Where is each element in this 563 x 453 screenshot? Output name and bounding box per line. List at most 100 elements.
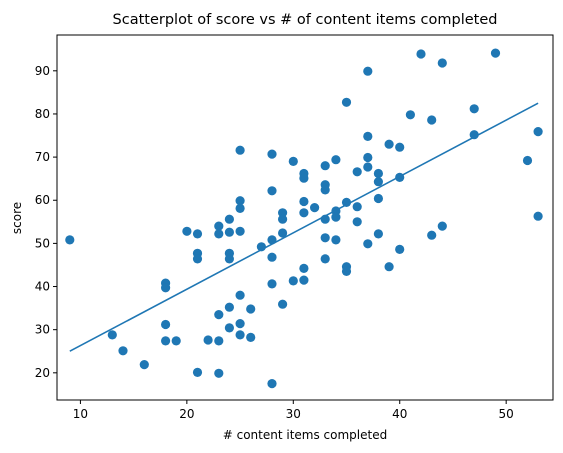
data-point [373, 193, 383, 204]
data-point [278, 299, 288, 309]
data-point [533, 211, 543, 221]
data-point [214, 310, 224, 320]
y-tick-label: 70 [35, 150, 50, 164]
regression-line [69, 102, 539, 352]
data-point [437, 58, 447, 68]
y-axis-label: score [10, 202, 24, 234]
data-point [267, 149, 277, 159]
data-point [341, 97, 352, 107]
data-point [405, 110, 415, 120]
data-point [235, 319, 245, 329]
y-tick-label: 50 [35, 236, 50, 250]
y-tick-label: 30 [35, 323, 50, 337]
data-point [235, 290, 245, 300]
y-tick-label: 60 [35, 193, 50, 207]
y-axis-ticks: 20 30 40 50 60 70 80 90 [35, 64, 57, 380]
data-point [331, 235, 341, 245]
data-point [416, 49, 426, 59]
data-point [267, 252, 277, 262]
data-point [522, 155, 533, 166]
data-point [224, 214, 234, 224]
x-axis-ticks: 10 20 30 40 50 [73, 400, 514, 421]
y-tick-label: 90 [35, 64, 50, 78]
data-point [320, 233, 330, 243]
data-point [267, 235, 277, 245]
data-point [107, 330, 117, 340]
data-point [427, 115, 437, 125]
data-point [65, 235, 75, 245]
data-point [352, 202, 362, 212]
data-point [182, 226, 192, 236]
data-point [320, 254, 330, 264]
data-point [363, 162, 373, 172]
data-point [320, 161, 330, 171]
data-point [299, 196, 309, 207]
data-point [363, 152, 373, 163]
data-point [363, 66, 373, 76]
data-point [373, 229, 383, 239]
x-tick-label: 10 [73, 407, 88, 421]
x-tick-label: 20 [179, 407, 194, 421]
data-point [246, 304, 256, 314]
data-point [331, 212, 341, 222]
data-point [256, 242, 266, 252]
x-tick-label: 40 [392, 407, 407, 421]
x-tick-label: 30 [286, 407, 301, 421]
data-point [235, 203, 245, 213]
plot-area-frame [56, 34, 554, 401]
points-layer [65, 48, 543, 389]
data-point [235, 145, 245, 155]
data-point [341, 266, 352, 276]
data-point [395, 244, 405, 254]
data-point [192, 229, 203, 239]
data-point [310, 203, 320, 213]
data-point [469, 130, 479, 140]
data-point [278, 208, 288, 218]
x-axis-label: # content items completed [223, 428, 387, 442]
data-point [469, 104, 479, 114]
data-point [224, 323, 234, 333]
data-point [214, 336, 224, 346]
data-point [427, 230, 437, 240]
data-point [267, 279, 277, 289]
data-point [118, 346, 128, 356]
data-point [395, 172, 405, 182]
data-point [278, 228, 288, 238]
data-point [267, 186, 277, 196]
data-point [139, 360, 149, 370]
data-point [214, 368, 224, 378]
data-point [373, 168, 383, 179]
data-point [352, 217, 362, 227]
data-point [267, 379, 277, 389]
data-point [192, 254, 203, 264]
chart-title: Scatterplot of score vs # of content ite… [113, 12, 498, 28]
data-point [299, 275, 309, 285]
data-point [299, 208, 309, 218]
data-point [235, 226, 245, 236]
data-point [214, 229, 224, 239]
data-point [161, 283, 171, 293]
data-point [288, 276, 298, 286]
data-point [299, 173, 309, 183]
data-point [224, 227, 234, 237]
data-point [363, 239, 373, 249]
data-point [278, 214, 288, 224]
data-point [214, 221, 224, 231]
y-tick-label: 40 [35, 280, 50, 294]
x-tick-label: 50 [499, 407, 514, 421]
data-point [352, 167, 362, 177]
y-tick-label: 20 [35, 366, 50, 380]
data-point [533, 127, 543, 137]
data-point [395, 142, 405, 152]
data-point [203, 335, 213, 345]
data-point [341, 197, 352, 207]
data-point [161, 319, 171, 330]
data-point [235, 330, 245, 340]
data-point [192, 367, 203, 377]
data-point [490, 48, 501, 58]
data-point [437, 221, 447, 231]
data-point [161, 336, 171, 346]
data-point [384, 139, 394, 149]
data-point [384, 262, 394, 272]
data-point [373, 177, 383, 187]
